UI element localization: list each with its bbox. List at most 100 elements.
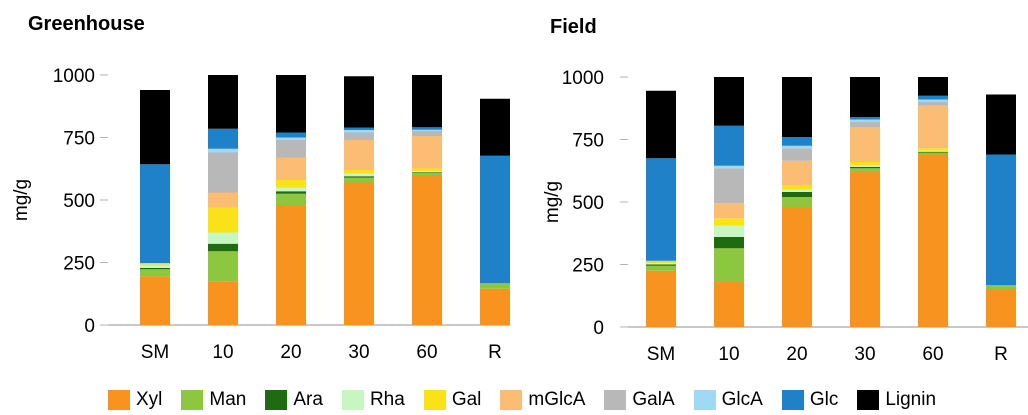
bar-segment-man-20 <box>782 197 812 207</box>
bar-segment-glc-10 <box>208 128 238 149</box>
bar-segment-gal-sm <box>646 262 676 264</box>
bar-segment-gala-60 <box>412 131 442 136</box>
bar-segment-ara-10 <box>714 237 744 249</box>
legend-swatch <box>500 390 523 410</box>
bar-segment-glca-sm <box>140 263 170 265</box>
bar-segment-rha-30 <box>850 165 880 167</box>
bar-segment-glc-20 <box>782 137 812 146</box>
legend-label: Rha <box>369 389 405 410</box>
x-tick-label: R <box>994 344 1008 365</box>
legend: Xyl Man Ara Rha Gal mGlcA GalA GlcA Glc Lignin <box>108 388 955 412</box>
legend-swatch <box>693 390 716 410</box>
x-tick-label: 10 <box>718 344 739 365</box>
bar-segment-glc-r <box>480 155 510 284</box>
bar-segment-ara-sm <box>140 268 170 270</box>
bar-segment-man-30 <box>850 168 880 172</box>
bar-segment-mglca-60 <box>918 105 948 149</box>
bar-segment-man-10 <box>208 251 238 282</box>
legend-label: GlcA <box>721 389 763 410</box>
bar-segment-glc-60 <box>412 127 442 130</box>
bar-segment-glca-10 <box>208 148 238 153</box>
bar-segment-lignin-30 <box>850 77 880 117</box>
bar-segment-mglca-60 <box>412 136 442 169</box>
bar-segment-xyl-20 <box>276 205 306 325</box>
bar-segment-gal-60 <box>918 148 948 151</box>
x-tick-label: 20 <box>786 344 807 365</box>
bar-segment-glc-60 <box>918 95 948 100</box>
bar-segment-lignin-r <box>480 98 510 156</box>
bar-segment-man-60 <box>918 152 948 155</box>
bar-segment-gal-60 <box>412 168 442 171</box>
bar-segment-mglca-30 <box>850 127 880 162</box>
bar-segment-glca-20 <box>276 137 306 140</box>
bar-segment-mglca-20 <box>276 157 306 180</box>
x-tick-label: SM <box>141 342 170 363</box>
bar-segment-glca-20 <box>782 145 812 149</box>
legend-label: GalA <box>632 389 675 410</box>
bar-segment-glca-60 <box>918 99 948 102</box>
y-tick-label: 1000 <box>562 68 604 89</box>
legend-swatch <box>857 390 880 410</box>
x-tick-label: 60 <box>922 344 943 365</box>
bar-segment-xyl-r <box>480 288 510 325</box>
legend-swatch <box>108 390 130 410</box>
bar-segment-lignin-30 <box>344 76 374 128</box>
x-tick-label: 20 <box>280 342 301 363</box>
chart-title: Greenhouse <box>28 13 145 35</box>
legend-label: Lignin <box>885 389 937 410</box>
bar-segment-ara-30 <box>344 176 374 178</box>
bar-segment-gala-10 <box>714 168 744 204</box>
legend-item-glca: GlcA <box>693 389 763 411</box>
bar-segment-gal-20 <box>782 185 812 190</box>
bar-segment-gala-30 <box>850 122 880 127</box>
bar-segment-xyl-sm <box>646 270 676 327</box>
y-tick-label: 0 <box>84 316 95 337</box>
bar-segment-lignin-sm <box>646 90 676 159</box>
bar-segment-glca-10 <box>714 165 744 169</box>
legend-swatch <box>604 390 627 410</box>
legend-item-glc: Glc <box>781 389 839 411</box>
legend-item-gal: Gal <box>423 389 481 411</box>
bar-segment-glc-20 <box>276 132 306 138</box>
bar-segment-gala-60 <box>918 102 948 106</box>
bar-segment-glc-30 <box>850 117 880 120</box>
bar-segment-ara-60 <box>918 151 948 153</box>
bar-segment-mglca-10 <box>714 203 744 219</box>
bar-segment-lignin-10 <box>714 77 744 126</box>
bar-segment-rha-20 <box>782 189 812 192</box>
legend-label: Glc <box>809 389 839 410</box>
bar-segment-man-sm <box>646 265 676 271</box>
bar-segment-rha-sm <box>140 265 170 268</box>
x-tick-label: 30 <box>854 344 875 365</box>
bar-segment-man-10 <box>714 248 744 282</box>
bar-segment-glc-30 <box>344 127 374 130</box>
chart-title: Field <box>550 16 597 38</box>
bar-segment-man-r <box>986 285 1016 290</box>
y-tick-label: 1000 <box>53 66 95 87</box>
legend-item-xyl: Xyl <box>108 389 162 411</box>
bar-segment-rha-60 <box>918 150 948 152</box>
bar-segment-glc-10 <box>714 125 744 166</box>
y-tick-label: 750 <box>572 131 604 152</box>
bar-segment-glc-sm <box>646 158 676 261</box>
legend-label: Man <box>209 389 247 410</box>
y-tick-label: 0 <box>593 318 604 339</box>
bar-segment-man-30 <box>344 177 374 183</box>
legend-label: mGlcA <box>528 389 586 410</box>
legend-swatch <box>265 390 288 410</box>
bar-segment-gal-30 <box>344 170 374 174</box>
bar-segment-gal-30 <box>850 162 880 166</box>
bar-segment-xyl-60 <box>412 175 442 325</box>
bar-segment-xyl-r <box>986 289 1016 327</box>
bar-segment-mglca-10 <box>208 192 238 208</box>
bar-segment-ara-sm <box>646 264 676 266</box>
bar-segment-gala-20 <box>276 140 306 158</box>
bar-segment-glc-sm <box>140 164 170 263</box>
legend-swatch <box>341 390 364 410</box>
bar-segment-glc-r <box>986 154 1016 285</box>
y-axis-label: mg/g <box>542 181 563 223</box>
bar-segment-ara-30 <box>850 167 880 169</box>
bar-segment-lignin-60 <box>412 75 442 128</box>
legend-swatch <box>423 390 446 410</box>
bar-segment-xyl-60 <box>918 154 948 327</box>
